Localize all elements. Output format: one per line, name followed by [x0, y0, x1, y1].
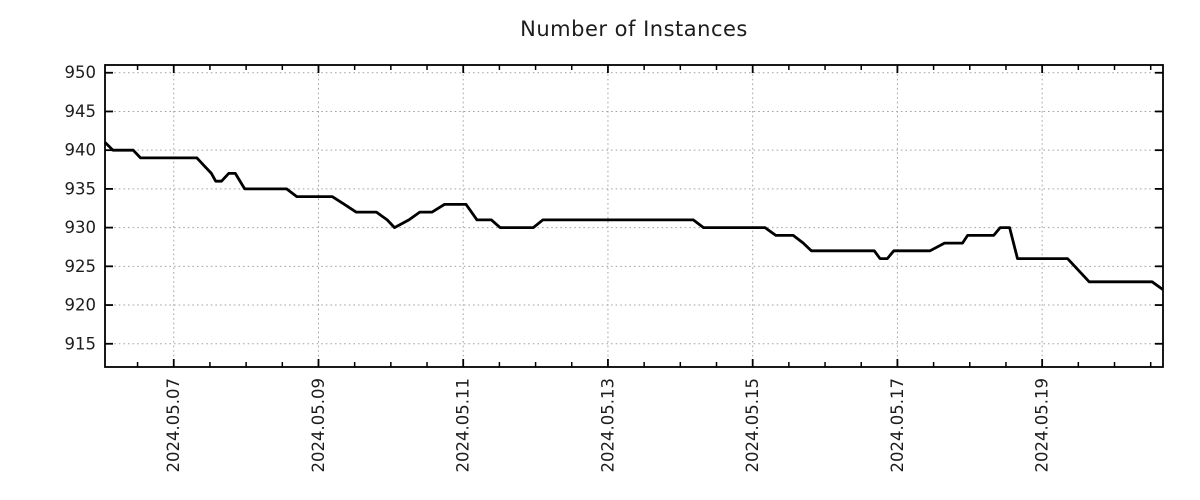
- y-tick-label: 930: [65, 218, 97, 237]
- plot-frame: [104, 64, 1164, 368]
- x-tick-label: 2024.05.11: [454, 378, 473, 472]
- y-tick-label: 920: [65, 296, 97, 315]
- y-tick-label: 950: [65, 63, 97, 82]
- x-tick-label: 2024.05.09: [309, 378, 328, 472]
- x-tick-label: 2024.05.15: [743, 378, 762, 472]
- x-tick-label: 2024.05.19: [1033, 378, 1052, 472]
- chart-title: Number of Instances: [520, 17, 748, 41]
- x-tick-label: 2024.05.13: [598, 378, 617, 472]
- x-tick-label: 2024.05.07: [164, 378, 183, 472]
- series-line: [104, 141, 1164, 291]
- y-tick-label: 925: [65, 257, 97, 276]
- y-tick-label: 940: [65, 141, 97, 160]
- y-tick-label: 915: [65, 334, 97, 353]
- x-tick-label: 2024.05.17: [888, 378, 907, 472]
- y-tick-label: 945: [65, 102, 97, 121]
- y-tick-label: 935: [65, 179, 97, 198]
